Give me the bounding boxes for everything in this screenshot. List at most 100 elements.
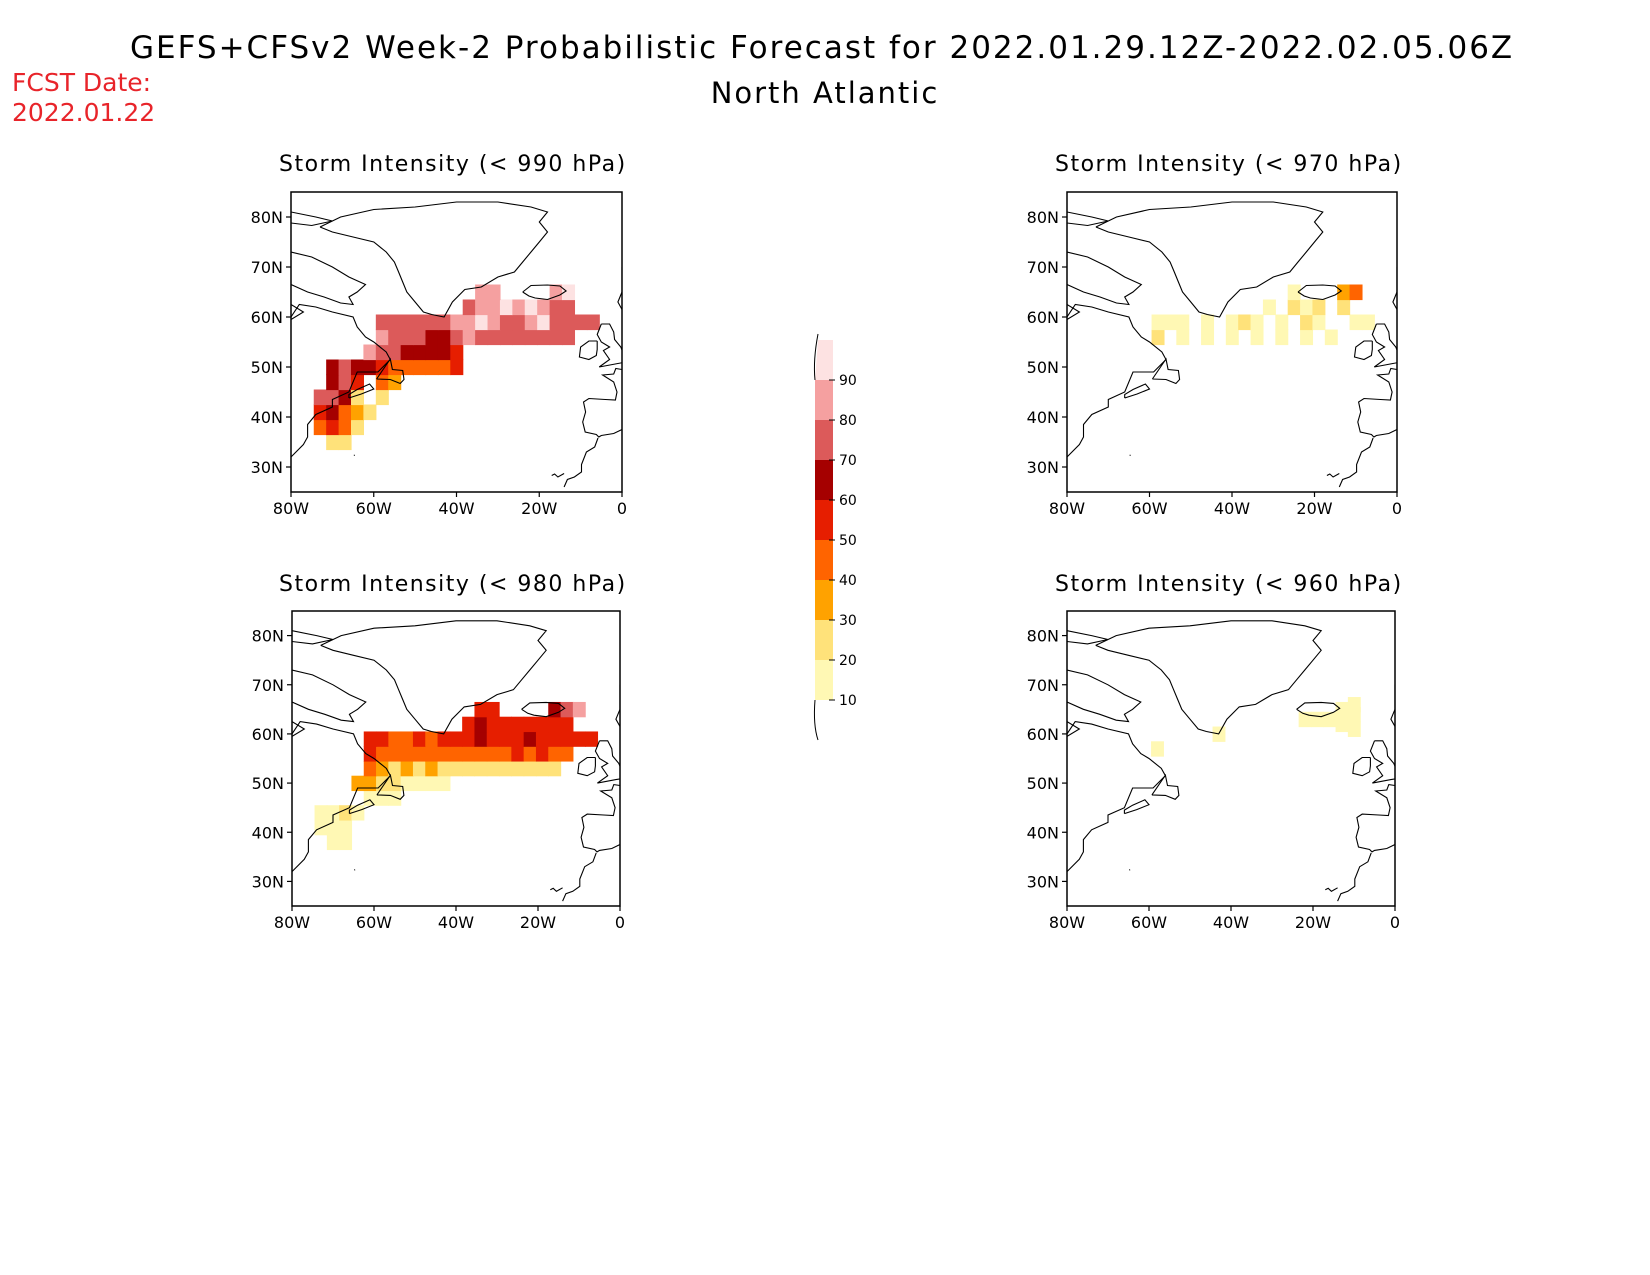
probability-cell bbox=[400, 731, 414, 747]
probability-cell bbox=[535, 746, 549, 762]
coastline bbox=[1338, 437, 1374, 488]
coastline bbox=[376, 357, 405, 385]
probability-cell bbox=[375, 344, 389, 361]
page-subtitle: North Atlantic bbox=[710, 76, 940, 110]
coastline bbox=[1067, 304, 1081, 320]
probability-cell bbox=[548, 731, 562, 747]
probability-cell bbox=[1225, 314, 1239, 331]
probability-cell bbox=[388, 344, 402, 361]
coastline bbox=[563, 437, 599, 488]
probability-cell bbox=[363, 760, 377, 777]
panel-title-970: Storm Intensity (< 970 hPa) bbox=[1055, 152, 1403, 177]
coastline bbox=[577, 756, 596, 777]
probability-cell bbox=[400, 314, 414, 331]
probability-cell bbox=[475, 314, 489, 331]
probability-cell bbox=[512, 329, 526, 346]
probability-cell bbox=[560, 716, 574, 733]
coastline bbox=[320, 620, 548, 735]
probability-cell bbox=[486, 731, 500, 747]
lat-tick-label: 40N bbox=[251, 408, 283, 427]
probability-cell bbox=[437, 760, 451, 777]
probability-cell bbox=[511, 746, 525, 762]
probability-cell bbox=[462, 314, 476, 331]
lat-tick-label: 30N bbox=[1027, 872, 1059, 891]
coastline bbox=[1095, 201, 1324, 318]
lon-tick-label: 60W bbox=[356, 499, 392, 518]
colorbar-label: 60 bbox=[839, 493, 857, 509]
map-panel-960: 80W 60W 40W 20W 0 80N 70N 60N 50N 40N 30N bbox=[1027, 610, 1400, 932]
probability-cell bbox=[511, 716, 525, 733]
probability-cell bbox=[474, 746, 488, 762]
probability-cell bbox=[1298, 711, 1312, 728]
probability-cell bbox=[486, 746, 500, 762]
coastline bbox=[1325, 887, 1338, 892]
coastline bbox=[522, 284, 568, 301]
probability-cell bbox=[1275, 314, 1289, 331]
probability-cell bbox=[350, 404, 365, 421]
probability-cell bbox=[1262, 299, 1276, 316]
probability-cell bbox=[437, 314, 451, 331]
lon-tick-label: 0 bbox=[617, 499, 627, 518]
probability-cell bbox=[388, 760, 402, 777]
coastline bbox=[1392, 267, 1397, 310]
coastline bbox=[376, 773, 405, 800]
lon-tick-label: 80W bbox=[273, 499, 309, 518]
probability-cell bbox=[549, 284, 563, 301]
coastline bbox=[1371, 323, 1397, 368]
coastline bbox=[580, 783, 620, 853]
probability-cell bbox=[560, 701, 574, 718]
forecast-date-label: FCST Date: bbox=[12, 68, 152, 97]
probability-cell bbox=[400, 760, 414, 777]
colorbar: 10 20 30 40 50 60 70 80 90 bbox=[813, 333, 857, 741]
coastline bbox=[1357, 367, 1397, 438]
lon-tick-label: 80W bbox=[274, 913, 310, 932]
probability-cell bbox=[338, 404, 352, 421]
lat-tick-label: 70N bbox=[1027, 258, 1059, 277]
probability-cell bbox=[475, 329, 489, 346]
coastline bbox=[1369, 740, 1395, 784]
colorbar-swatch bbox=[815, 340, 833, 380]
colorbar-label: 20 bbox=[839, 653, 857, 669]
lat-tick-label: 60N bbox=[252, 725, 284, 744]
lat-tick-label: 70N bbox=[251, 258, 283, 277]
probability-cell bbox=[1151, 314, 1165, 331]
probability-cell bbox=[499, 299, 513, 316]
probability-cell bbox=[535, 731, 549, 747]
probability-cell bbox=[474, 701, 488, 718]
probability-cell bbox=[1310, 711, 1324, 728]
probability-cell bbox=[572, 731, 586, 747]
probability-cell bbox=[499, 716, 512, 733]
coastline bbox=[354, 869, 356, 871]
probability-cell bbox=[338, 389, 352, 406]
probability-cell bbox=[512, 299, 526, 316]
coastline bbox=[550, 887, 563, 892]
coastline bbox=[1297, 284, 1343, 301]
coastline bbox=[551, 473, 565, 478]
probability-cell bbox=[1151, 329, 1165, 346]
coastline bbox=[1067, 669, 1142, 723]
coastline bbox=[1123, 799, 1150, 815]
probability-cell bbox=[314, 805, 328, 821]
probability-cell bbox=[388, 775, 402, 792]
probability-cell bbox=[487, 299, 501, 316]
probability-cell bbox=[511, 760, 525, 777]
probability-cell bbox=[376, 790, 389, 806]
probability-cell bbox=[425, 746, 439, 762]
probability-cell bbox=[350, 419, 365, 436]
probability-cell bbox=[523, 746, 537, 762]
probability-cell bbox=[326, 389, 340, 406]
lat-tick-label: 50N bbox=[1027, 774, 1059, 793]
probability-cell bbox=[1250, 314, 1264, 331]
probability-cell bbox=[425, 329, 439, 346]
coastline bbox=[1124, 383, 1151, 399]
probability-cell bbox=[1349, 314, 1363, 331]
coastline bbox=[578, 340, 598, 361]
probability-cell bbox=[437, 344, 451, 361]
probability-cell bbox=[585, 731, 599, 747]
coastline bbox=[1296, 701, 1341, 718]
coastline bbox=[562, 852, 597, 902]
lat-tick-label: 50N bbox=[1027, 358, 1059, 377]
probability-cell bbox=[412, 760, 426, 777]
probability-cell bbox=[572, 701, 586, 718]
coastline bbox=[615, 684, 620, 727]
